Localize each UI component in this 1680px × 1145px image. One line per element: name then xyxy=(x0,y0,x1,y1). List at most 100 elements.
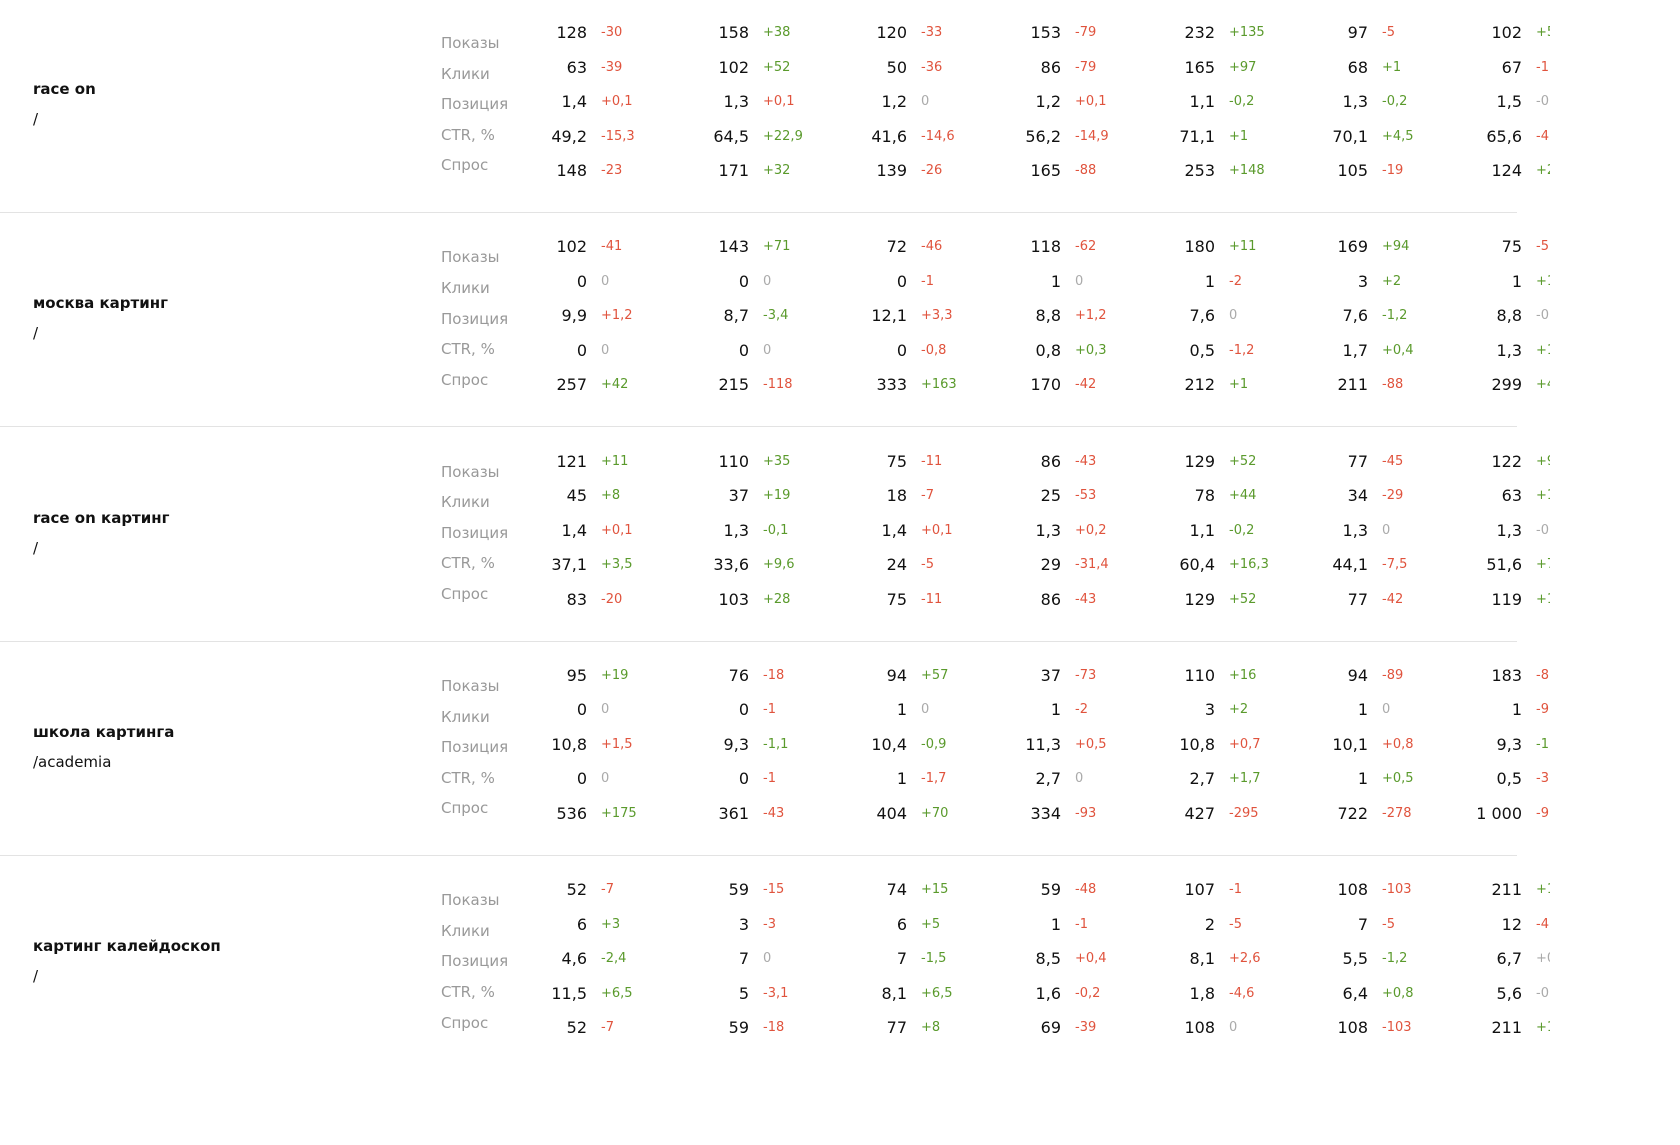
delta: +1 xyxy=(1382,59,1402,75)
value: 1 xyxy=(1204,271,1215,291)
delta: 0 xyxy=(1229,1020,1238,1036)
delta: +9 xyxy=(1536,453,1550,469)
value: 72 xyxy=(886,237,907,257)
delta: -7,5 xyxy=(1382,557,1408,573)
metric-label: CTR, % xyxy=(441,340,495,359)
value: 183 xyxy=(1491,665,1522,685)
delta: 0 xyxy=(1075,771,1084,787)
value: 2,7 xyxy=(1035,769,1061,789)
value: 8,8 xyxy=(1496,306,1522,326)
metric-label: Показы xyxy=(441,676,500,695)
delta: -0,2 xyxy=(1382,94,1408,109)
delta: -18 xyxy=(763,1020,785,1036)
query-name: race on xyxy=(33,80,96,98)
delta: +0,4 xyxy=(1075,951,1107,967)
value: 1 xyxy=(1050,700,1061,720)
delta: -7 xyxy=(601,882,614,898)
delta: +35 xyxy=(763,453,791,469)
value: 0 xyxy=(738,340,749,360)
delta: +52 xyxy=(1229,591,1257,607)
value: 102 xyxy=(718,57,749,77)
delta: +1 xyxy=(1229,377,1249,393)
value: 1,1 xyxy=(1189,92,1215,111)
value: 0 xyxy=(576,271,587,291)
metric-label: Спрос xyxy=(441,585,489,603)
value: 180 xyxy=(1184,237,1215,257)
value: 45 xyxy=(566,486,587,506)
delta: 0 xyxy=(601,342,610,358)
metric-label: Показы xyxy=(441,891,500,910)
value: 74 xyxy=(886,880,907,900)
query-name: race on картинг xyxy=(33,508,170,527)
separator xyxy=(0,426,1517,428)
value: 1 xyxy=(1511,700,1522,720)
delta: -1 xyxy=(1075,916,1088,932)
delta: -7 xyxy=(921,488,934,504)
metric-label: Позиция xyxy=(441,309,509,328)
delta: -5 xyxy=(1536,239,1549,255)
value: 76 xyxy=(728,665,749,685)
delta: +3,5 xyxy=(601,557,633,573)
value: 95 xyxy=(566,665,587,685)
value: 148 xyxy=(556,161,587,180)
delta: +5 xyxy=(1536,25,1550,40)
delta: +163 xyxy=(921,377,957,393)
delta: -11 xyxy=(921,591,943,607)
value: 60,4 xyxy=(1179,555,1215,575)
value: 86 xyxy=(1040,451,1061,471)
query-path: / xyxy=(33,324,39,343)
delta: -5 xyxy=(1229,916,1242,932)
delta: -42 xyxy=(1382,591,1404,607)
value: 5,6 xyxy=(1496,983,1522,1003)
query-name: москва картинг xyxy=(33,294,168,313)
value: 103 xyxy=(718,589,749,609)
value: 211 xyxy=(1337,375,1368,395)
value: 1 xyxy=(1357,700,1368,720)
value: 129 xyxy=(1184,451,1215,471)
delta: -0,9 xyxy=(921,736,947,752)
value: 25 xyxy=(1040,486,1061,506)
delta: +1,2 xyxy=(601,308,633,324)
value: 129 xyxy=(1184,589,1215,609)
value: 1,2 xyxy=(881,92,907,111)
query-path: / xyxy=(33,538,39,557)
value: 75 xyxy=(1501,237,1522,257)
value: 165 xyxy=(1030,161,1061,180)
value: 8,1 xyxy=(1189,949,1215,969)
delta: -14,9 xyxy=(1075,128,1109,144)
metric-label: Показы xyxy=(441,34,500,52)
value: 44,1 xyxy=(1332,555,1368,575)
value: 105 xyxy=(1337,161,1368,180)
delta: +97 xyxy=(1229,59,1257,75)
delta: -14,6 xyxy=(921,128,955,144)
value: 1,3 xyxy=(1342,92,1368,111)
metric-label: Спрос xyxy=(441,370,489,389)
value: 110 xyxy=(1184,665,1215,685)
delta: -11 xyxy=(921,453,943,469)
delta: -8 xyxy=(1536,667,1549,683)
delta: +2,6 xyxy=(1229,951,1261,967)
delta: -278 xyxy=(1382,805,1412,821)
value: 7 xyxy=(896,949,907,969)
value: 77 xyxy=(1347,451,1368,471)
delta: -0 xyxy=(1536,522,1549,538)
delta: -33 xyxy=(921,25,943,40)
value: 124 xyxy=(1491,161,1522,180)
value: 8,1 xyxy=(881,983,907,1003)
delta: +19 xyxy=(601,667,629,683)
delta: +8 xyxy=(921,1020,941,1036)
delta: +175 xyxy=(601,805,637,821)
delta: +1 xyxy=(1536,342,1550,358)
value: 1,3 xyxy=(1496,520,1522,540)
value: 121 xyxy=(556,451,587,471)
delta: -43 xyxy=(763,805,785,821)
value: 34 xyxy=(1347,486,1368,506)
table: race on / Показы 128 -30 158 +38 120 -33 153 -79 23… xyxy=(0,23,1550,1037)
delta: -0,8 xyxy=(921,342,947,358)
metric-label: Клики xyxy=(441,278,490,297)
value: 0 xyxy=(738,271,749,291)
value: 11,5 xyxy=(551,983,587,1003)
delta: +1 xyxy=(1229,128,1249,144)
value: 211 xyxy=(1491,880,1522,900)
delta: -46 xyxy=(921,239,943,255)
